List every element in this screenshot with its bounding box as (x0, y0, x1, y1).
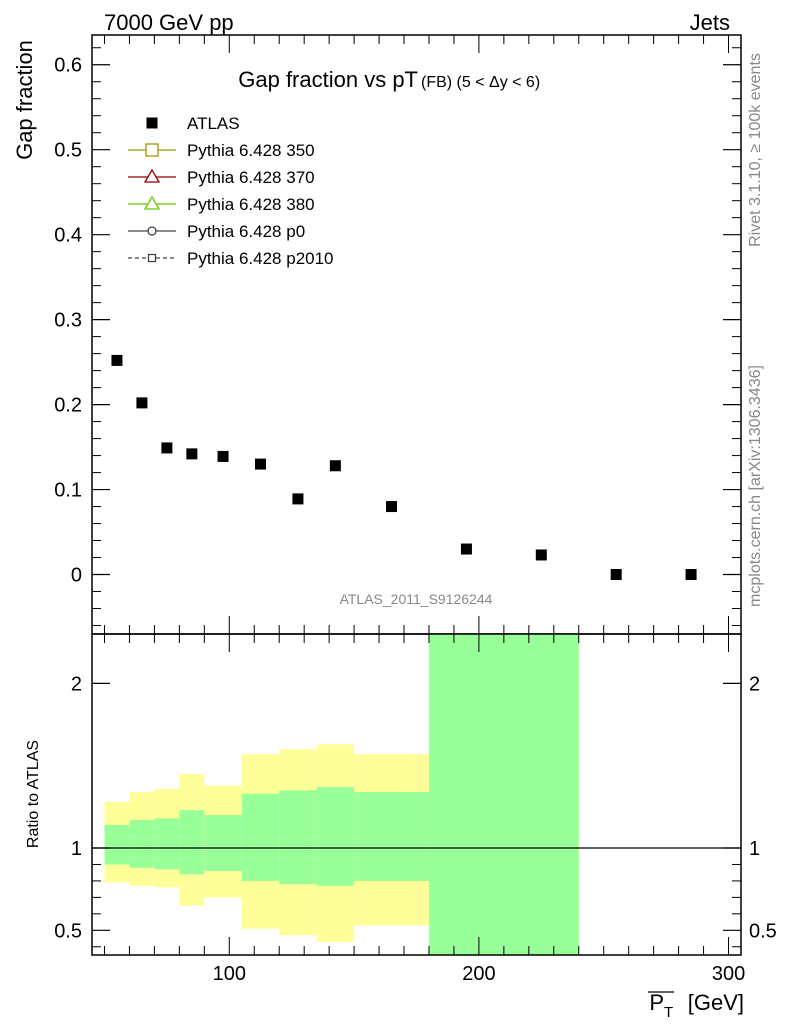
legend-label: Pythia 6.428 p2010 (187, 249, 334, 268)
y-tick-label: 0.3 (54, 310, 82, 332)
data-point (535, 549, 547, 561)
data-point (292, 493, 304, 505)
chart-title: Gap fraction vs pT (238, 67, 418, 92)
x-axis-label-p: P (649, 990, 664, 1015)
legend-entry: Pythia 6.428 370 (128, 168, 315, 187)
main-panel-marks (111, 354, 697, 581)
ratio-y-tick-label: 1 (71, 838, 82, 860)
data-point (111, 354, 123, 366)
legend-marker (145, 143, 159, 157)
legend-label: Pythia 6.428 380 (187, 195, 315, 214)
x-axis-label-sub: T (664, 1004, 673, 1021)
main-ylabel: Gap fraction (12, 40, 37, 160)
ratio-band-inner (428, 634, 579, 955)
ratio-y-tick-label: 0.5 (54, 920, 82, 942)
legend-entry: ATLAS (146, 114, 240, 133)
ratio-panel-ticks: 0.5 0.5 1 1 2 2 100 200 300 (54, 634, 777, 985)
legend-marker (146, 117, 158, 129)
ratio-band-inner (104, 824, 130, 865)
header-right: Jets (690, 10, 730, 35)
legend-label: Pythia 6.428 350 (187, 141, 315, 160)
x-tick-label: 200 (462, 963, 495, 985)
x-axis-label-unit: [GeV] (688, 990, 744, 1015)
legend-entry: Pythia 6.428 p0 (128, 222, 305, 241)
ratio-band-inner (154, 818, 180, 870)
data-point (254, 458, 266, 470)
x-tick-label: 300 (712, 963, 745, 985)
legend: ATLAS Pythia 6.428 350 Pythia 6.428 370 Pyt… (128, 114, 334, 268)
legend-entry: Pythia 6.428 350 (128, 141, 315, 160)
rivet-label: Rivet 3.1.10, ≥ 100k events (747, 53, 764, 247)
data-point (186, 448, 198, 460)
ratio-panel-bands (92, 634, 741, 955)
ratio-band-inner (204, 815, 242, 872)
ratio-band-inner (316, 787, 355, 886)
ratio-y-tick-label-right: 0.5 (749, 920, 777, 942)
mcplots-label: mcplots.cern.ch [arXiv:1306.3436] (747, 365, 764, 607)
ratio-band-inner (129, 820, 155, 868)
y-tick-label: 0.5 (54, 140, 82, 162)
data-point (460, 543, 472, 555)
y-tick-label: 0.4 (54, 225, 82, 247)
ratio-ylabel: Ratio to ATLAS (25, 740, 42, 848)
ratio-panel-frame (91, 633, 742, 956)
header-left: 7000 GeV pp (104, 10, 234, 35)
x-axis-label: [GeV] P T (648, 990, 744, 1021)
x-tick-label: 100 (213, 963, 246, 985)
ratio-y-tick-label: 2 (71, 673, 82, 695)
y-tick-label: 0 (71, 565, 82, 587)
y-tick-label: 0.1 (54, 480, 82, 502)
legend-marker (143, 168, 161, 183)
data-point (685, 569, 697, 581)
watermark: ATLAS_2011_S9126244 (340, 591, 493, 607)
legend-label: Pythia 6.428 p0 (187, 222, 305, 241)
main-panel-ticks: 0 0.1 0.2 0.3 0.4 0.5 0.6 (54, 35, 741, 634)
y-tick-label: 0.6 (54, 55, 82, 77)
chart-title-suffix: (FB) (5 < Δy < 6) (421, 74, 540, 91)
legend-entry: Pythia 6.428 380 (128, 195, 315, 214)
ratio-y-tick-label-right: 2 (749, 673, 760, 695)
data-point (161, 442, 173, 454)
legend-marker (147, 253, 157, 263)
data-point (610, 569, 622, 581)
legend-marker (147, 226, 157, 236)
legend-entry: Pythia 6.428 p2010 (128, 249, 334, 268)
legend-marker (143, 195, 161, 210)
legend-label: Pythia 6.428 370 (187, 168, 315, 187)
legend-label: ATLAS (187, 114, 240, 133)
ratio-band-inner (241, 793, 280, 881)
data-point (386, 501, 398, 513)
ratio-band-inner (354, 792, 429, 881)
ratio-band-inner (279, 790, 317, 885)
ratio-y-tick-label-right: 1 (749, 838, 760, 860)
data-point (217, 450, 229, 462)
data-point (136, 397, 148, 409)
y-tick-label: 0.2 (54, 395, 82, 417)
data-point (329, 460, 341, 472)
ratio-band-inner (179, 810, 205, 875)
